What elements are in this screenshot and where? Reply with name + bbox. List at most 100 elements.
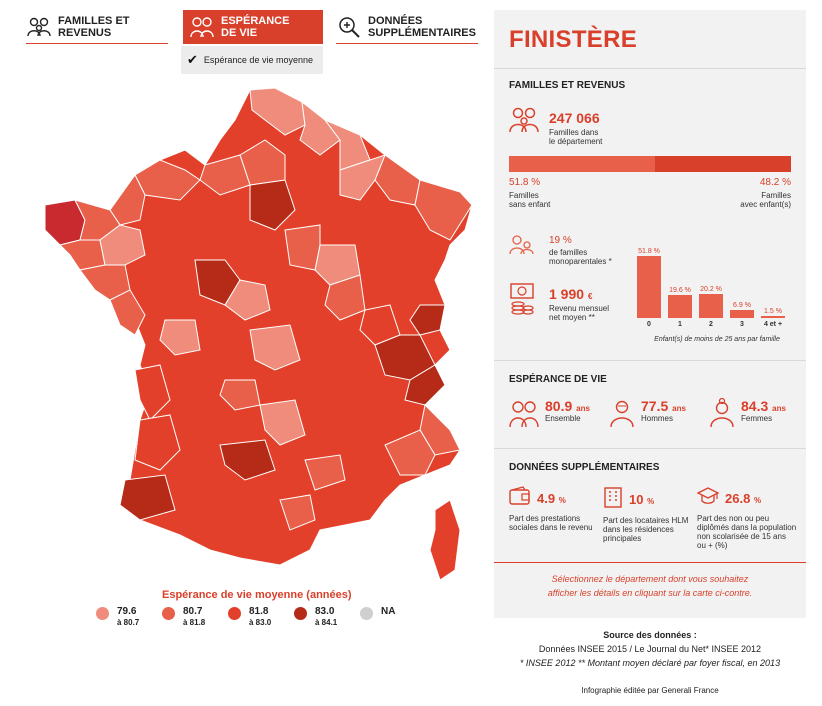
supp-label: Part des locataires HLM dans les résiden… xyxy=(603,516,689,543)
legend-item: 80.7 à 81.8 xyxy=(162,606,228,628)
department-name: FINISTÈRE xyxy=(509,26,638,53)
sans-enfant-label: Familles sans enfant xyxy=(509,191,551,209)
legend-title: Espérance de vie moyenne (années) xyxy=(162,589,352,601)
avec-enfant-label: Familles avec enfant(s) xyxy=(740,191,791,209)
map-dept-nord[interactable] xyxy=(249,87,306,136)
tab-label-line2: SUPPLÉMENTAIRES xyxy=(368,26,476,39)
single-parent-pct: 19 % xyxy=(549,235,572,246)
supp-item-prestations: 4.9 % Part des prestations sociales dans… xyxy=(509,486,605,532)
histogram-bar-label: 19.6 % xyxy=(669,286,691,294)
legend-to: à 81.8 xyxy=(183,618,206,627)
histogram-bar xyxy=(699,293,723,318)
map-dept-herault[interactable] xyxy=(304,454,346,491)
tab-esperance-de-vie[interactable]: ESPÉRANCE DE VIE xyxy=(183,10,323,44)
map-dept-allier[interactable] xyxy=(249,324,301,371)
sans-enfant-pct: 51.8 % xyxy=(509,177,541,188)
map-dept-bas-rhin[interactable] xyxy=(414,179,473,241)
income-label: Revenu mensuel net moyen ** xyxy=(549,304,610,322)
legend-from: 79.6 xyxy=(117,606,137,617)
map-dept-aveyron[interactable] xyxy=(259,399,306,446)
single-parent-label: de familles monoparentales * xyxy=(549,248,612,266)
legend-from: 81.8 xyxy=(249,606,269,617)
supp-value: 26.8 % xyxy=(725,491,762,506)
map-dept-yonne[interactable] xyxy=(284,224,321,271)
map-dept-corse[interactable] xyxy=(429,499,461,581)
supp-value: 4.9 % xyxy=(537,491,566,506)
map-dept-pyrenees-atlantiques[interactable] xyxy=(119,474,176,521)
map-dept-var[interactable] xyxy=(384,429,436,476)
life-exp-value: 80.9 ans xyxy=(545,398,590,414)
credit: Infographie éditée par Generali France xyxy=(581,686,719,695)
histogram-bar xyxy=(730,309,754,318)
histogram-bar xyxy=(668,294,692,318)
legend-dot xyxy=(360,607,373,620)
indicator-dropdown[interactable]: ✔ Espérance de vie moyenne xyxy=(181,46,323,74)
tab-label-line1: FAMILLES ET xyxy=(58,14,130,27)
section-title-familles: FAMILLES ET REVENUS xyxy=(509,80,626,91)
section-title-supp: DONNÉES SUPPLÉMENTAIRES xyxy=(509,462,660,473)
legend-item: 81.8 à 83.0 xyxy=(228,606,294,628)
family-icon xyxy=(26,14,52,40)
france-map[interactable] xyxy=(40,80,480,590)
map-dept-pyrenees-orientales[interactable] xyxy=(279,494,316,531)
map-dept-cher[interactable] xyxy=(224,279,271,321)
histogram-categories: 0 1 2 3 4 et + xyxy=(637,321,797,333)
legend-from: NA xyxy=(381,606,396,617)
source-title: Source des données : xyxy=(603,630,697,640)
tab-donnees-supplementaires[interactable]: DONNÉES SUPPLÉMENTAIRES xyxy=(336,10,478,44)
legend-item: 83.0 à 84.1 xyxy=(294,606,360,628)
source-line1: Données INSEE 2015 / Le Journal du Net* … xyxy=(538,644,762,654)
legend-dot xyxy=(294,607,307,620)
map-dept-lot[interactable] xyxy=(219,379,261,411)
life-expectancy-row: 80.9 ans Ensemble 77.5 ans Hommes 84.3 a… xyxy=(509,397,809,433)
histogram-category: 0 xyxy=(647,321,651,328)
map-dept-alpes-maritimes[interactable] xyxy=(419,403,461,456)
histogram-category: 3 xyxy=(740,321,744,328)
map-dept-morbihan[interactable] xyxy=(59,239,106,271)
tab-label-line1: ESPÉRANCE xyxy=(221,15,290,27)
map-dept-haute-garonne[interactable] xyxy=(219,439,276,481)
life-exp-label: Ensemble xyxy=(545,414,581,423)
life-exp-value: 84.3 ans xyxy=(741,398,786,414)
life-exp-value: 77.5 ans xyxy=(641,398,686,414)
map-dept-gironde[interactable] xyxy=(134,364,171,421)
supp-value: 10 % xyxy=(629,492,655,507)
histogram-bar xyxy=(637,256,661,318)
avec-enfant-pct: 48.2 % xyxy=(759,177,791,188)
supp-item-hlm: 10 % Part des locataires HLM dans les ré… xyxy=(603,486,695,543)
life-expectancy-ensemble: 80.9 ans Ensemble xyxy=(509,398,609,433)
map-dept-meuse[interactable] xyxy=(339,154,386,201)
supp-label: Part des non ou peu diplômés dans la pop… xyxy=(697,514,797,550)
income-value: 1 990 € xyxy=(549,286,593,302)
map-dept-landes[interactable] xyxy=(134,414,181,471)
histogram-category: 2 xyxy=(709,321,713,328)
elderly-couple-icon xyxy=(509,398,539,433)
legend-to: à 83.0 xyxy=(249,618,272,627)
section-title-esperance: ESPÉRANCE DE VIE xyxy=(509,374,607,385)
life-expectancy-femmes: 84.3 ans Femmes xyxy=(709,397,809,433)
department-panel: FINISTÈRE FAMILLES ET REVENUS 247 066 Fa… xyxy=(494,10,806,618)
map-dept-hautes-alpes[interactable] xyxy=(404,364,446,406)
split-bar-avec-enfant xyxy=(655,156,791,172)
map-dept-haute-savoie[interactable] xyxy=(409,304,446,336)
children-histogram: 51.8 % 19.6 % 20.2 % 6.9 % 1.5 % xyxy=(637,242,797,318)
tab-familles-revenus[interactable]: FAMILLES ET REVENUS xyxy=(26,10,168,44)
single-parent-icon xyxy=(509,235,535,260)
graduation-cap-icon xyxy=(696,486,720,511)
map-dept-eure[interactable] xyxy=(199,154,251,196)
histogram-caption: Enfant(s) de moins de 25 ans par famille xyxy=(654,336,780,343)
split-bar-sans-enfant xyxy=(509,156,656,172)
map-dept-saone-loire[interactable] xyxy=(324,274,366,321)
legend-to: à 80.7 xyxy=(117,618,140,627)
map-dept-vienne[interactable] xyxy=(159,319,201,356)
legend-dot xyxy=(228,607,241,620)
elderly-man-icon xyxy=(609,398,635,433)
families-count-label: Familles dans le département xyxy=(549,128,603,146)
family-split-bar xyxy=(509,156,791,172)
source-block: Source des données : Données INSEE 2015 … xyxy=(494,628,806,670)
map-dept-vendee[interactable] xyxy=(109,289,146,336)
divider xyxy=(494,562,806,563)
divider xyxy=(494,448,806,449)
histogram-category: 4 et + xyxy=(763,321,783,328)
tab-label-line2: DE VIE xyxy=(221,27,258,39)
